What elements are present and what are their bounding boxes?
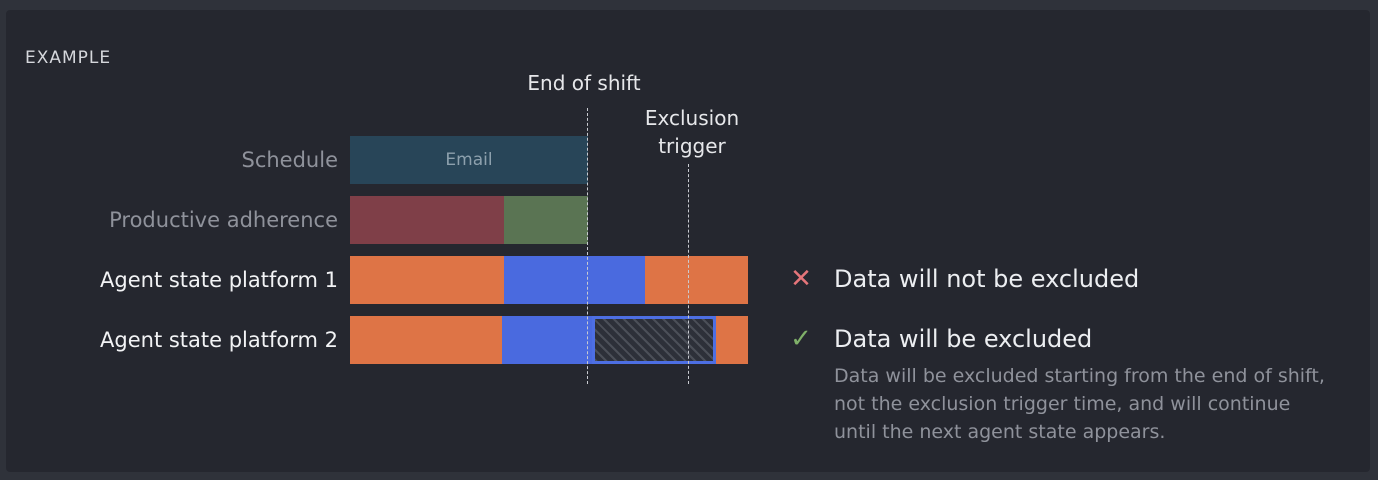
row-label-agent-state-platform-1: Agent state platform 1 <box>100 268 338 292</box>
section-label: EXAMPLE <box>25 48 112 68</box>
result-excluded-description: Data will be excluded starting from the … <box>834 365 1325 443</box>
row-label-schedule: Schedule <box>241 148 339 172</box>
excluded-hatched-segment <box>592 316 716 364</box>
schedule-email-segment: Email <box>350 136 588 184</box>
exclusion-trigger-line <box>688 164 689 384</box>
adherence-out-segment <box>350 196 504 244</box>
end-of-shift-label: End of shift <box>527 71 641 95</box>
example-card: EXAMPLE End of shift Exclusion trigger S… <box>6 10 1370 472</box>
platform2-blue-segment <box>502 316 592 364</box>
platform1-orange-segment <box>350 256 504 304</box>
adherence-in-segment <box>504 196 588 244</box>
result-not-excluded-title: Data will not be excluded <box>834 265 1140 293</box>
platform2-orange-segment <box>350 316 502 364</box>
x-icon: ✕ <box>790 264 812 294</box>
platform1-orange-segment-end <box>645 256 748 304</box>
result-excluded-title: Data will be excluded <box>834 325 1093 353</box>
schedule-email-label: Email <box>445 150 493 170</box>
platform2-orange-segment-end <box>716 316 748 364</box>
row-label-agent-state-platform-2: Agent state platform 2 <box>100 328 338 352</box>
end-of-shift-line <box>587 108 588 384</box>
row-label-productive-adherence: Productive adherence <box>109 208 338 232</box>
check-icon: ✓ <box>790 324 812 354</box>
platform1-blue-segment <box>504 256 645 304</box>
exclusion-trigger-label: Exclusion trigger <box>644 106 740 158</box>
